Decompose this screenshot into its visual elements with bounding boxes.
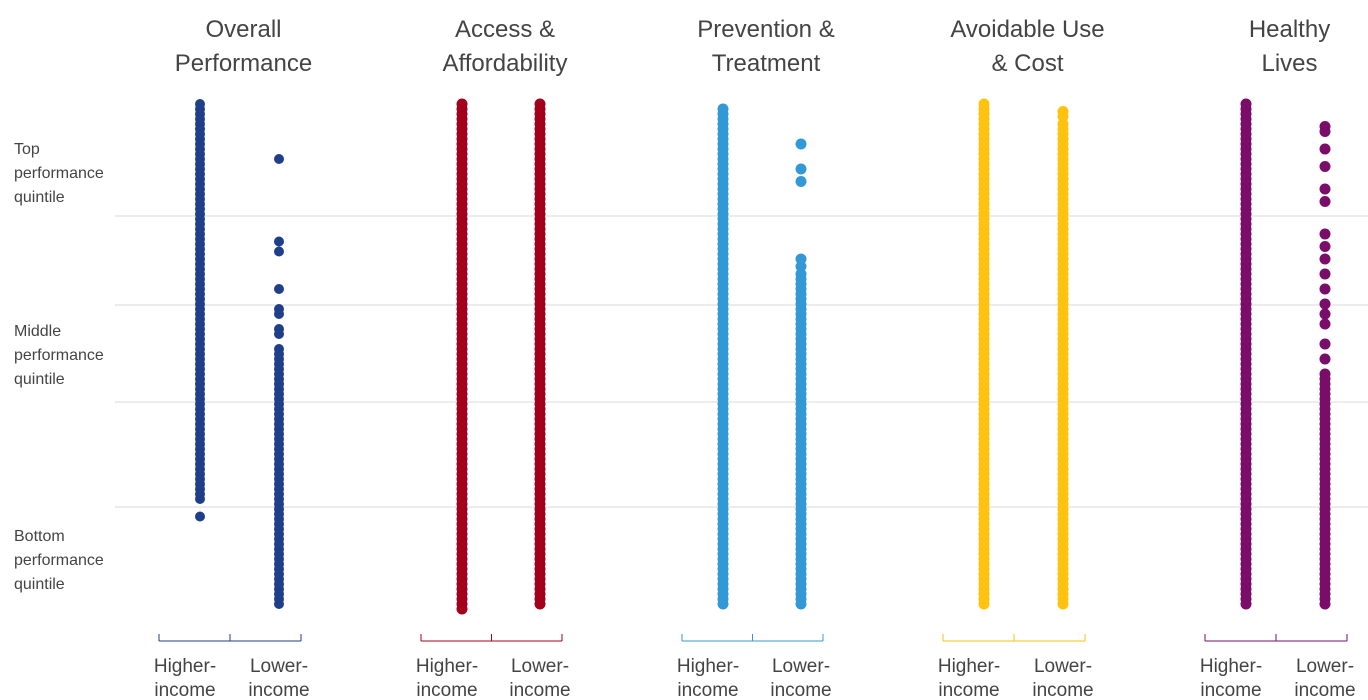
panel-3: Prevention & Treatment Higher-income Lower-… <box>677 16 835 700</box>
y-category-label: Bottom <box>14 528 65 545</box>
lower-income-label: income <box>248 680 309 700</box>
higher-income-dot <box>456 603 468 615</box>
y-category-label: Top <box>14 141 40 158</box>
lower-income-dot <box>274 309 284 319</box>
gridlines <box>115 215 1368 508</box>
higher-income-label: Higher- <box>154 656 216 677</box>
panels: Overall Performance Higher-income Lower-inc… <box>154 16 1356 700</box>
lower-income-dot <box>274 236 284 247</box>
higher-income-label: Higher- <box>938 656 1000 677</box>
lower-income-dot <box>795 138 807 150</box>
lower-income-dot <box>1319 598 1331 610</box>
lower-income-dot <box>1319 308 1331 320</box>
panel-1: Overall Performance Higher-income Lower-inc… <box>154 16 312 700</box>
panel-2: Access & Affordability Higher-income Lower-… <box>416 16 571 700</box>
lower-income-dot <box>795 163 807 175</box>
panel-title: Affordability <box>443 50 568 77</box>
higher-income-label: income <box>677 680 738 700</box>
lower-income-dot <box>1319 241 1331 252</box>
lower-income-dot <box>1319 183 1331 195</box>
panel-title: Access & <box>455 16 555 43</box>
higher-income-label: Higher- <box>416 656 478 677</box>
lower-income-dot <box>795 176 807 187</box>
lower-income-dot <box>1319 338 1331 350</box>
lower-income-dot <box>274 329 284 339</box>
lower-income-label: Lower- <box>772 656 830 677</box>
lower-income-label: income <box>509 680 570 700</box>
y-category-label: performance <box>14 165 104 182</box>
lower-income-dot <box>274 154 284 164</box>
panel-title: Performance <box>175 50 312 77</box>
y-category-label: Middle <box>14 323 61 340</box>
lower-income-dot <box>1319 253 1331 265</box>
higher-income-label: income <box>1200 680 1261 700</box>
panel-title: Healthy <box>1249 16 1330 43</box>
lower-income-dot <box>534 598 546 610</box>
higher-income-dot <box>717 598 729 610</box>
lower-income-label: income <box>1032 680 1093 700</box>
lower-income-label: Lower- <box>1034 656 1092 677</box>
lower-income-dot <box>1319 196 1331 207</box>
lower-income-label: Lower- <box>250 656 308 677</box>
y-axis-labels: Top performance quintile Middle performance q… <box>14 141 104 593</box>
lower-income-dot <box>1319 298 1331 310</box>
panel-title: Treatment <box>712 50 821 77</box>
higher-income-dot <box>1240 598 1252 610</box>
lower-income-dot <box>795 598 807 610</box>
lower-income-dot <box>274 599 284 609</box>
lower-income-dot <box>1319 161 1331 172</box>
panel-title: Overall <box>205 16 281 43</box>
y-category-label: performance <box>14 347 104 364</box>
lower-income-dot <box>1319 318 1331 330</box>
lower-income-label: Lower- <box>1296 656 1354 677</box>
lower-income-dot <box>1319 228 1331 240</box>
lower-income-dot <box>274 284 284 294</box>
lower-income-dot <box>274 246 284 257</box>
lower-income-dot <box>1057 598 1069 610</box>
higher-income-label: Higher- <box>1200 656 1262 677</box>
panel-title: Lives <box>1261 50 1317 77</box>
panel-4: Avoidable Use & Cost Higher-income Lower-in… <box>938 16 1105 700</box>
lower-income-dot <box>1319 126 1331 137</box>
y-category-label: performance <box>14 552 104 569</box>
higher-income-dot <box>195 511 205 522</box>
y-category-label: quintile <box>14 576 65 593</box>
panel-5: Healthy Lives Higher-income Lower-income <box>1200 16 1356 700</box>
higher-income-label: income <box>154 680 215 700</box>
higher-income-label: Higher- <box>677 656 739 677</box>
higher-income-label: income <box>938 680 999 700</box>
lower-income-dot <box>1319 268 1331 280</box>
higher-income-dot <box>978 598 990 610</box>
lower-income-dot <box>1319 283 1331 295</box>
lower-income-label: income <box>1294 680 1355 700</box>
higher-income-label: income <box>416 680 477 700</box>
panel-title: Avoidable Use <box>950 16 1104 43</box>
lower-income-label: Lower- <box>511 656 569 677</box>
y-category-label: quintile <box>14 371 65 388</box>
panel-title: Prevention & <box>697 16 834 43</box>
higher-income-dot <box>195 494 205 504</box>
y-category-label: quintile <box>14 189 65 206</box>
panel-title: & Cost <box>991 50 1063 77</box>
lower-income-dot <box>1319 143 1331 155</box>
lower-income-label: income <box>770 680 831 700</box>
lower-income-dot <box>1319 353 1331 365</box>
